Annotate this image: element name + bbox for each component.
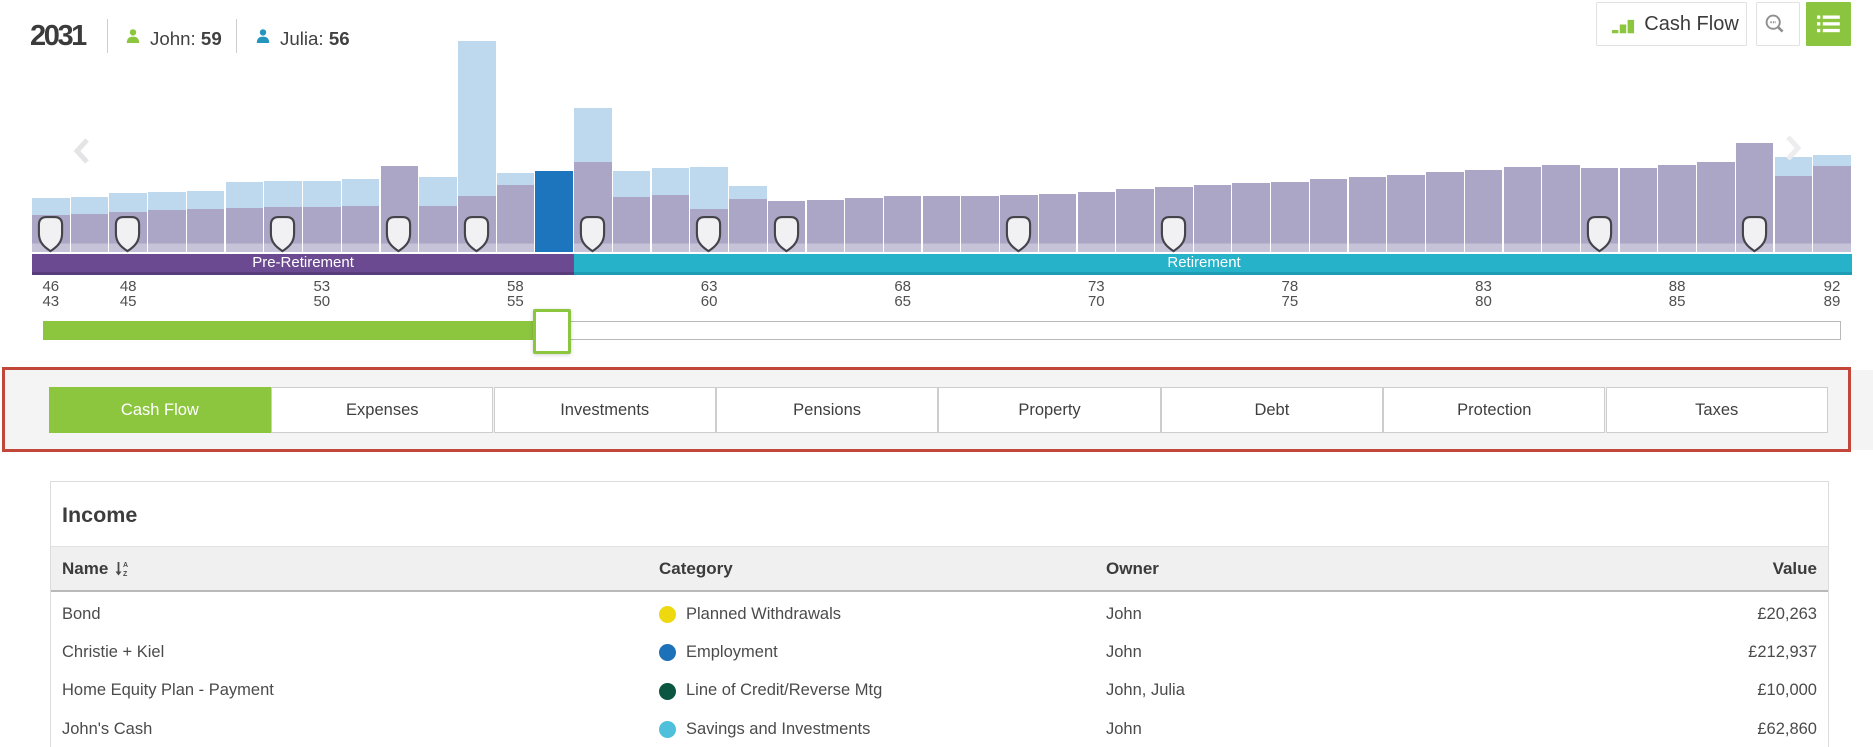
svg-text:Z: Z [123,571,128,577]
svg-text:A: A [123,562,128,569]
